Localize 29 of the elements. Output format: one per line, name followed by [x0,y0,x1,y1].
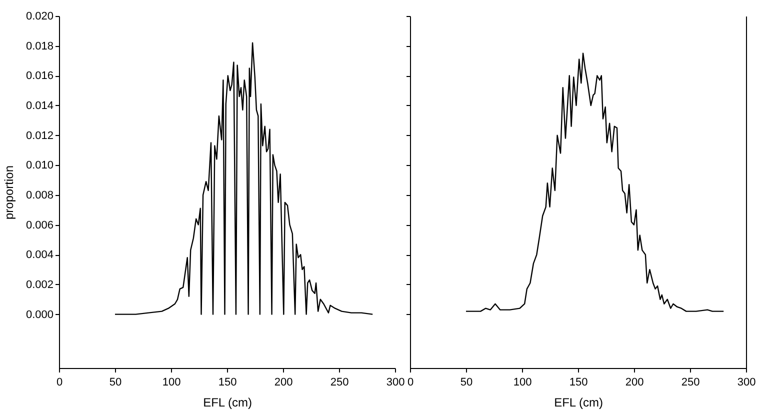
x-axis-title: EFL (cm) [554,396,603,410]
x-tick-label: 250 [330,376,349,388]
x-tick-label: 100 [513,376,532,388]
x-tick-label: 50 [109,376,122,388]
x-tick-label: 50 [460,376,473,388]
y-tick-label: 0.006 [26,219,54,232]
y-tick-label: 0.002 [26,278,54,291]
x-tick-label: 300 [386,376,405,388]
y-tick-label: 0.016 [26,70,54,82]
x-tick-label: 100 [162,376,181,388]
y-tick-label: 0.010 [26,160,54,172]
x-tick-label: 0 [407,376,414,388]
y-axis-title: proportion [2,165,16,220]
x-tick-label: 200 [274,376,293,388]
line-series [114,42,374,315]
y-tick-label: 0.008 [26,189,54,202]
x-tick-label: 150 [218,376,237,388]
y-tick-label: 0.020 [26,10,54,22]
x-tick-label: 300 [737,376,756,388]
x-axis-title: EFL (cm) [203,396,252,410]
y-tick-label: 0.014 [26,100,54,112]
y-tick-label: 0.004 [26,249,54,262]
x-tick-label: 250 [681,376,700,388]
x-tick-label: 200 [625,376,644,388]
x-tick-label: 150 [569,376,588,388]
y-tick-label: 0.018 [26,40,54,52]
x-tick-label: 0 [56,376,63,388]
y-tick-label: 0.012 [26,130,54,142]
y-tick-label: 0.000 [26,308,54,321]
